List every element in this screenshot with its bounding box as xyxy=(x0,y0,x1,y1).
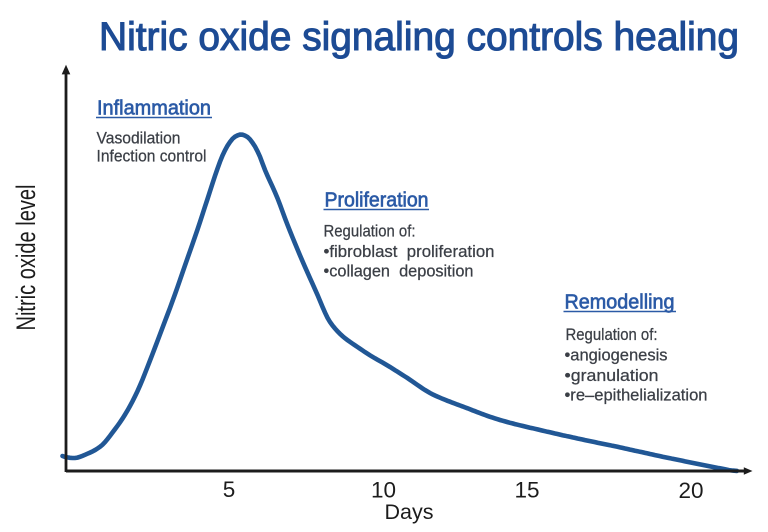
svg-text:Infection control: Infection control xyxy=(97,148,207,166)
svg-text:Inflammation: Inflammation xyxy=(97,97,211,120)
svg-text:5: 5 xyxy=(223,477,236,502)
svg-text:•collagen deposition: •collagen deposition xyxy=(324,263,474,281)
svg-text:10: 10 xyxy=(371,478,396,503)
svg-text:Regulation of:: Regulation of: xyxy=(566,326,658,344)
svg-text:20: 20 xyxy=(678,478,703,503)
svg-text:•fibroblast proliferation: •fibroblast proliferation xyxy=(324,243,495,261)
svg-text:•granulation: •granulation xyxy=(565,367,659,385)
svg-text:Remodelling: Remodelling xyxy=(565,291,675,314)
svg-text:Vasodilation: Vasodilation xyxy=(97,130,181,148)
svg-text:Proliferation: Proliferation xyxy=(325,189,429,212)
svg-text:Days: Days xyxy=(385,500,434,524)
svg-text:Regulation of:: Regulation of: xyxy=(324,223,416,241)
svg-text:Nitric oxide signaling control: Nitric oxide signaling controls healing xyxy=(99,15,739,59)
svg-text:15: 15 xyxy=(514,478,539,503)
svg-text:•re–epithelialization: •re–epithelialization xyxy=(565,387,708,405)
svg-text:•angiogenesis: •angiogenesis xyxy=(565,347,668,365)
svg-text:Nitric oxide level: Nitric oxide level xyxy=(11,185,41,331)
